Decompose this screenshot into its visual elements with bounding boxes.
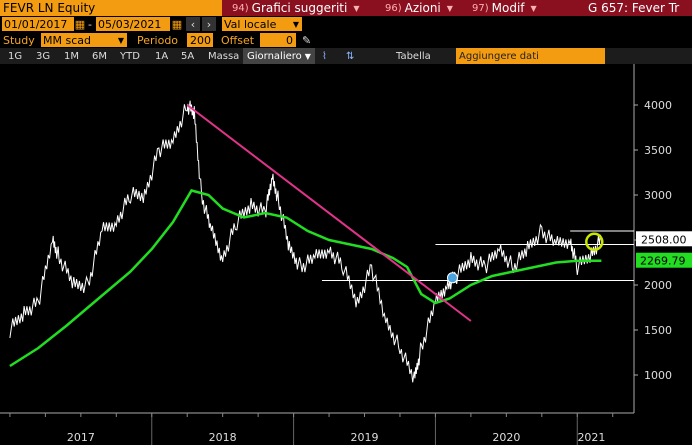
menu-num: 97) — [472, 2, 489, 14]
y-tick-label: 4000 — [644, 99, 672, 112]
x-tick-label: 2017 — [67, 431, 95, 444]
menu-label: Grafici suggeriti — [251, 1, 348, 15]
y-tick-label: 3500 — [644, 144, 672, 157]
tab-6m[interactable]: 6M — [92, 50, 107, 62]
price-series-line — [9, 100, 602, 383]
trendline — [186, 104, 472, 322]
menu-num: 94) — [232, 2, 249, 14]
x-tick-label: 2018 — [209, 431, 237, 444]
study-select[interactable]: MM scad ▼ — [41, 33, 127, 47]
menu-num: 96) — [385, 2, 402, 14]
ma-series-line — [9, 189, 602, 368]
price-chart[interactable]: 1000150020002500300035004000201720182019… — [0, 64, 692, 445]
menu-label: Azioni — [404, 1, 441, 15]
pencil-icon[interactable]: ✎ — [302, 33, 312, 47]
tab-max[interactable]: Massa — [208, 50, 240, 62]
x-tick-label: 2021 — [577, 431, 605, 444]
tab-5y[interactable]: 5A — [181, 50, 195, 62]
y-tick-label: 1500 — [644, 324, 672, 337]
chevron-down-icon: ▼ — [304, 51, 311, 61]
next-period-button[interactable]: › — [202, 17, 216, 31]
y-tick-label: 2000 — [644, 279, 672, 292]
date-range-bar: 01/01/2017 ▦ - 05/03/2021 ▦ ‹ › Val loca… — [0, 16, 692, 32]
tab-daily[interactable]: Giornaliero ▼ — [243, 48, 315, 64]
line-chart-icon[interactable]: ⌇ — [322, 50, 327, 62]
currency-select[interactable]: Val locale ▼ — [222, 17, 302, 31]
tab-1m[interactable]: 1M — [64, 50, 79, 62]
tab-ytd[interactable]: YTD — [120, 50, 140, 62]
menu-label: Modif — [491, 1, 525, 15]
ma-value-label: 2269.79 — [640, 255, 686, 268]
calendar-icon[interactable]: ▦ — [171, 17, 183, 31]
y-tick-label: 3000 — [644, 189, 672, 202]
event-marker-icon — [446, 272, 458, 284]
table-button[interactable]: Tabella — [396, 50, 431, 62]
last-price-label: 2508.00 — [641, 233, 687, 246]
start-date-field[interactable]: 01/01/2017 — [2, 17, 74, 31]
tab-3d[interactable]: 3G — [36, 50, 51, 62]
tab-daily-label: Giornaliero — [247, 50, 302, 62]
period-field[interactable]: 200 — [187, 33, 213, 47]
study-bar: Study MM scad ▼ Periodo 200 Offset 0 ✎ — [0, 32, 692, 48]
study-label: Study — [3, 33, 35, 47]
y-tick-label: 1000 — [644, 369, 672, 382]
ticker-field[interactable]: FEVR LN Equity — [0, 0, 222, 16]
highlight-ring — [585, 232, 604, 252]
tab-1y[interactable]: 1A — [155, 50, 169, 62]
dropdown-arrow-icon: ▼ — [446, 3, 453, 13]
offset-field[interactable]: 0 — [260, 33, 296, 47]
ma-value-box — [636, 252, 692, 268]
window-title: G 657: Fever Tr — [588, 1, 680, 15]
tab-1d[interactable]: 1G — [8, 50, 23, 62]
x-tick-label: 2019 — [351, 431, 379, 444]
toolbar-top: FEVR LN Equity 94) Grafici suggeriti ▼ 9… — [0, 0, 692, 16]
offset-label: Offset — [221, 33, 255, 47]
menu-edit[interactable]: 97) Modif ▼ — [472, 0, 537, 16]
x-tick-label: 2020 — [492, 431, 520, 444]
last-price-box — [636, 231, 692, 247]
calendar-icon[interactable]: ▦ — [74, 17, 86, 31]
dropdown-arrow-icon: ▼ — [530, 3, 537, 13]
range-dash: - — [88, 17, 92, 31]
menu-actions[interactable]: 96) Azioni ▼ — [385, 0, 453, 16]
chevron-down-icon: ▼ — [292, 19, 299, 29]
add-data-input[interactable]: Aggiungere dati — [456, 48, 605, 64]
timeframe-tabs: 1G 3G 1M 6M YTD 1A 5A Massa Giornaliero … — [0, 48, 692, 64]
prev-period-button[interactable]: ‹ — [186, 17, 200, 31]
period-label: Periodo — [137, 33, 179, 47]
dropdown-arrow-icon: ▼ — [353, 3, 360, 13]
currency-value: Val locale — [224, 17, 277, 31]
chevron-down-icon: ▼ — [117, 35, 124, 45]
study-value: MM scad — [43, 33, 91, 47]
bar-type-icon[interactable]: ⇅ — [346, 50, 355, 62]
menu-suggested-charts[interactable]: 94) Grafici suggeriti ▼ — [232, 0, 359, 16]
end-date-field[interactable]: 05/03/2021 — [96, 17, 170, 31]
